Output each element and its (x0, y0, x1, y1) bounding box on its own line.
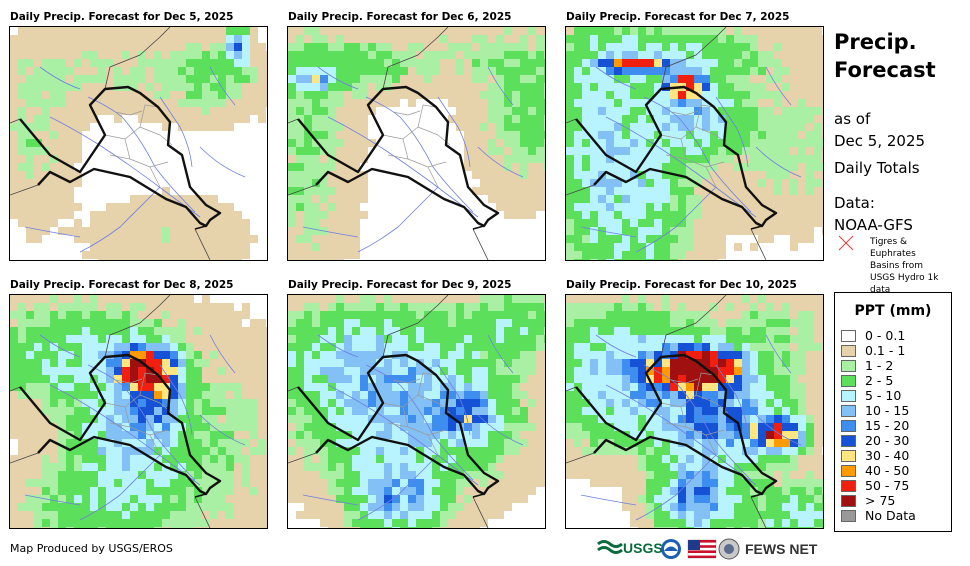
legend-swatch (841, 420, 856, 432)
legend-swatch (841, 465, 856, 477)
logo-bar: USGS FEWS NET (596, 536, 826, 562)
geography-lines (10, 27, 246, 260)
totals-label: Daily Totals (834, 159, 920, 177)
geography-lines (566, 27, 802, 260)
panel-title: Daily Precip. Forecast for Dec 6, 2025 (288, 11, 512, 23)
usgs-logo-text: USGS (623, 540, 663, 556)
geography-lines (10, 295, 246, 528)
legend-label: 15 - 20 (865, 418, 910, 433)
panel-title: Daily Precip. Forecast for Dec 5, 2025 (10, 11, 234, 23)
legend-label: 40 - 50 (865, 463, 910, 478)
usaid-seal-logo (718, 538, 740, 560)
legend-swatch (841, 405, 856, 417)
legend-swatch (841, 480, 856, 492)
panel-title: Daily Precip. Forecast for Dec 10, 2025 (566, 279, 797, 291)
legend-swatch (841, 345, 856, 357)
legend-swatch (841, 510, 856, 522)
panel-title: Daily Precip. Forecast for Dec 7, 2025 (566, 11, 790, 23)
panel-title: Daily Precip. Forecast for Dec 9, 2025 (288, 279, 512, 291)
precip-map (565, 26, 824, 261)
legend-label: 10 - 15 (865, 403, 910, 418)
precip-map (9, 294, 268, 529)
legend-label: 2 - 5 (865, 373, 894, 388)
legend-swatch (841, 435, 856, 447)
sidebar-title: Precip. Forecast (834, 30, 936, 82)
legend-label: 0.1 - 1 (865, 343, 906, 358)
precip-grid (566, 27, 823, 260)
fews-net-logo: FEWS NET (745, 541, 818, 557)
precip-grid (10, 27, 267, 260)
legend-swatch (841, 330, 856, 342)
panel-title: Daily Precip. Forecast for Dec 8, 2025 (10, 279, 234, 291)
forecast-date: Dec 5, 2025 (834, 132, 926, 150)
precip-map (287, 294, 546, 529)
legend-swatch (841, 495, 856, 507)
legend-swatch (841, 450, 856, 462)
geography-lines (566, 295, 802, 528)
as-of-label: as of (834, 110, 871, 128)
legend-label: No Data (865, 508, 916, 523)
data-source: NOAA-GFS (834, 216, 913, 234)
precip-map (287, 26, 546, 261)
legend-title: PPT (mm) (854, 303, 932, 319)
usgs-logo: USGS (597, 540, 663, 556)
legend-label: 5 - 10 (865, 388, 902, 403)
precip-grid (566, 295, 823, 528)
legend-swatch (841, 360, 856, 372)
legend-label: 30 - 40 (865, 448, 910, 463)
legend-label: 20 - 30 (865, 433, 910, 448)
basin-note: Tigres & Euphrates Basins from USGS Hydr… (834, 235, 944, 296)
legend-label: 1 - 2 (865, 358, 894, 373)
legend-swatch (841, 390, 856, 402)
geography-lines (288, 295, 524, 528)
legend-label: 50 - 75 (865, 478, 910, 493)
precip-map (565, 294, 824, 529)
precip-grid (288, 27, 545, 260)
noaa-logo (661, 539, 681, 559)
precip-map (9, 26, 268, 261)
geography-lines (288, 27, 524, 260)
legend-label: 0 - 0.1 (865, 328, 906, 343)
basin-line-icon (838, 235, 854, 251)
precip-grid (288, 295, 545, 528)
credit-text: Map Produced by USGS/EROS (10, 542, 173, 555)
legend-swatch (841, 375, 856, 387)
data-label: Data: (834, 194, 875, 212)
precip-grid (10, 295, 267, 528)
us-flag-logo (687, 539, 717, 559)
legend-label: > 75 (865, 493, 896, 508)
